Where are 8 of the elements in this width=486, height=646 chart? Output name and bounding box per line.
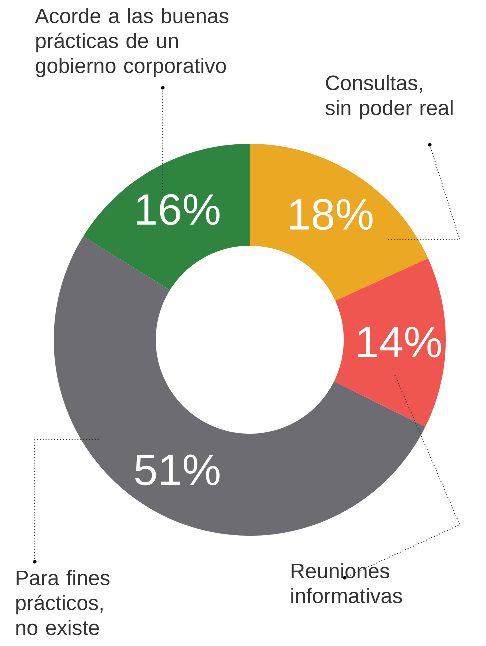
data-label: 16% [137, 194, 220, 226]
data-label: 51% [135, 454, 220, 486]
data-label: 18% [290, 199, 373, 230]
slice-label: Consultas, sin poder real [326, 75, 453, 120]
slice-label: Reuniones informativas [292, 563, 402, 604]
slice-label: Acorde a las buenas prácticas de un gobierno corporativo [35, 8, 229, 78]
slice-label: Para fines prácticos, no existe [16, 570, 110, 636]
data-label: 14% [358, 327, 442, 358]
